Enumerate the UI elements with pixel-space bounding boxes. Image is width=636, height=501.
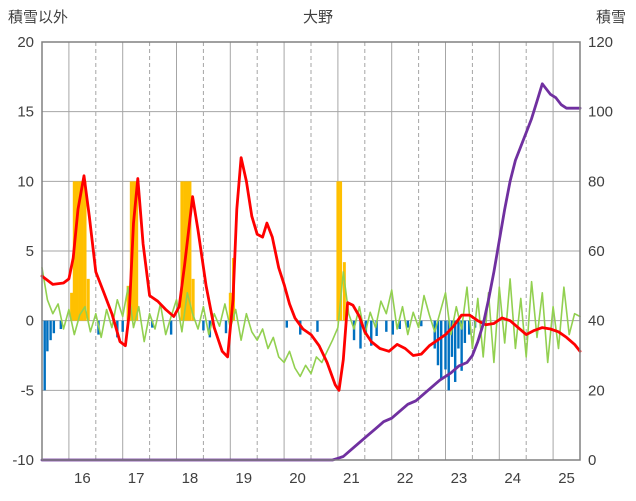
series-blue-bars [447, 320, 450, 391]
series-blue-bars [52, 320, 56, 334]
chart-title: 大野 [302, 9, 333, 26]
right-tick-label: 100 [588, 104, 613, 121]
x-tick-label: 22 [397, 470, 414, 487]
series-purple-line [40, 82, 582, 462]
series-blue-bars [224, 320, 228, 334]
series-blue-bars [436, 320, 440, 366]
right-tick-label: 40 [588, 313, 605, 330]
series-yellow-bars [86, 278, 90, 321]
series-blue-bars [391, 320, 394, 335]
series-yellow-bars [70, 292, 74, 321]
x-tick-label: 19 [235, 470, 252, 487]
series-yellow-bars [228, 292, 232, 321]
series-yellow-bars [126, 285, 130, 321]
left-tick-label: -5 [21, 382, 34, 399]
series-blue-bars [453, 320, 457, 382]
plot-border [41, 41, 581, 461]
right-axis-title: 積雪 [595, 9, 626, 26]
series-yellow-bars [83, 181, 87, 321]
series-blue-bars [444, 320, 447, 370]
series-blue-bars [316, 320, 319, 332]
series-yellow-bars [78, 181, 82, 321]
left-tick-label: 20 [17, 34, 34, 51]
x-tick-label: 24 [504, 470, 521, 487]
right-tick-label: 120 [588, 34, 613, 51]
x-tick-label: 16 [74, 470, 91, 487]
series-blue-bars [169, 320, 173, 335]
x-tick-label: 25 [558, 470, 575, 487]
series-yellow-bars [183, 181, 187, 321]
series-blue-bars [121, 320, 124, 332]
series-blue-bars [370, 320, 373, 346]
x-tick-label: 20 [289, 470, 306, 487]
left-tick-label: 0 [26, 313, 34, 330]
series-blue-bars [450, 320, 454, 357]
series-yellow-bars [80, 181, 84, 321]
series-blue-bars [398, 320, 401, 330]
series-yellow-bars [342, 262, 346, 321]
series-blue-bars [460, 320, 463, 371]
right-tick-label: 20 [588, 382, 605, 399]
series-blue-bars [457, 320, 460, 349]
series-yellow-bars [132, 181, 136, 321]
x-tick-label: 17 [128, 470, 145, 487]
left-tick-label: 5 [26, 243, 34, 260]
series-blue-bars [151, 320, 154, 328]
series-yellow-bars [188, 181, 192, 321]
series-blue-bars [375, 320, 378, 336]
series-blue-bars [202, 320, 205, 331]
series-blue-bars [439, 320, 443, 380]
series-yellow-bars [339, 181, 343, 321]
series-blue-bars [463, 320, 467, 343]
series-yellow-bars [191, 278, 195, 321]
right-tick-label: 60 [588, 243, 605, 260]
series-blue-bars [406, 320, 410, 328]
x-tick-label: 18 [182, 470, 199, 487]
right-tick-label: 0 [588, 452, 596, 469]
series-blue-bars [467, 320, 471, 335]
x-tick-label: 21 [343, 470, 360, 487]
series-yellow-bars [180, 181, 184, 321]
left-tick-label: 10 [17, 173, 34, 190]
series-blue-bars [49, 320, 52, 341]
left-tick-label: 15 [17, 104, 34, 121]
right-tick-label: 80 [588, 173, 605, 190]
left-tick-label: -10 [12, 452, 34, 469]
series-yellow-bars [75, 181, 79, 321]
series-blue-bars [420, 320, 423, 327]
series-blue-bars [46, 320, 49, 352]
series-red-line [40, 156, 582, 392]
series-yellow-bars [135, 181, 139, 321]
x-tick-label: 23 [451, 470, 468, 487]
series-green-line [41, 266, 581, 378]
left-axis-title: 積雪以外 [8, 9, 69, 26]
series-blue-bars [359, 320, 362, 349]
series-blue-bars [433, 320, 436, 349]
series-blue-bars [385, 320, 388, 332]
series-blue-bars [352, 320, 356, 341]
series-blue-bars [43, 320, 46, 391]
series-yellow-bars [336, 181, 340, 321]
series-blue-bars [285, 320, 289, 328]
series-blue-bars [59, 320, 63, 330]
